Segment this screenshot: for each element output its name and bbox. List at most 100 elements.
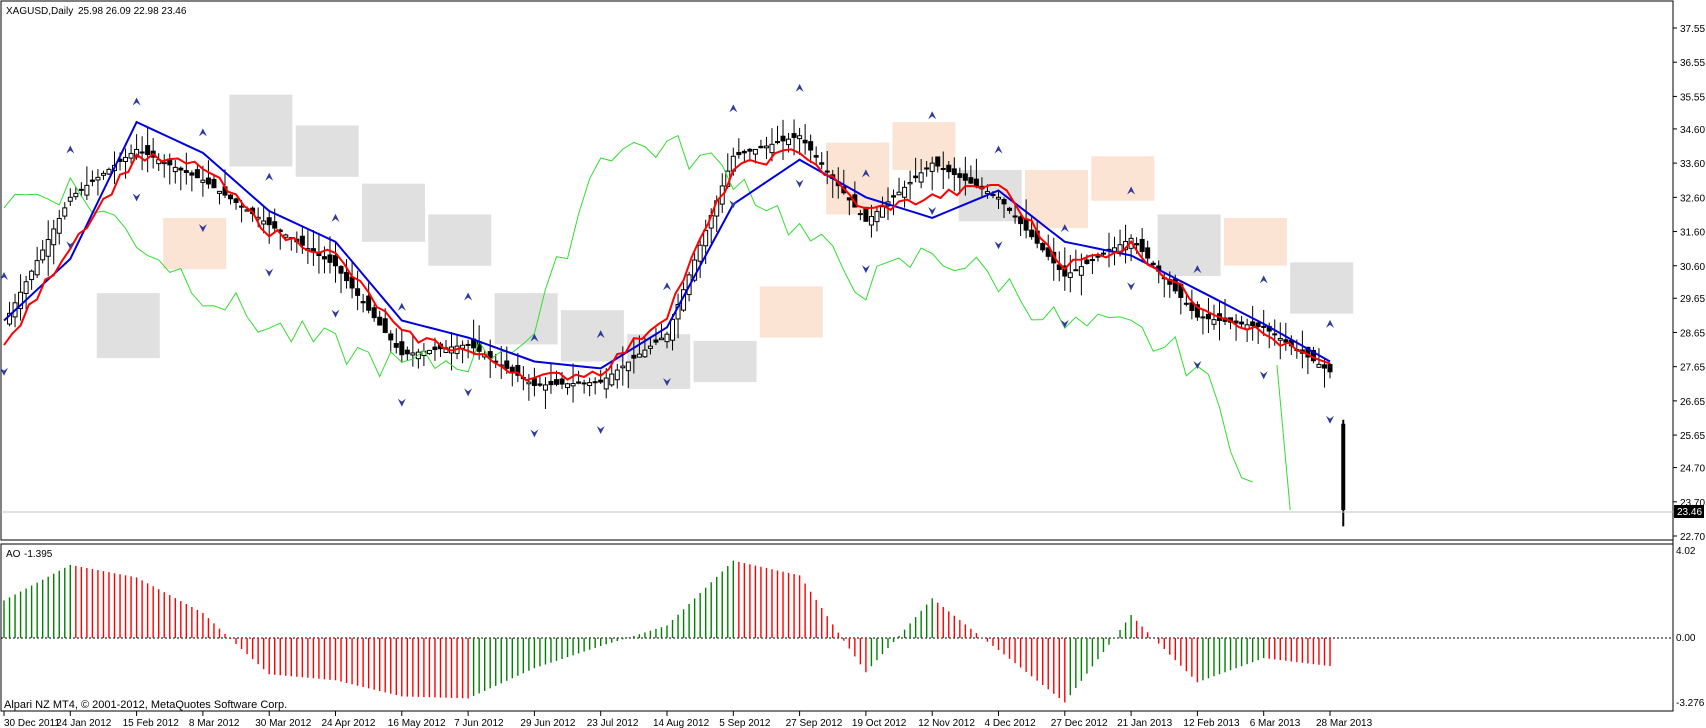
ao-value-label: -1.395: [24, 549, 53, 560]
candle-body: [576, 381, 582, 384]
candle-body: [161, 161, 167, 165]
candle-body: [1056, 264, 1062, 270]
candle-body: [780, 135, 786, 142]
candle-body: [504, 360, 510, 369]
candle-body: [134, 148, 140, 158]
fractal-up: [663, 282, 671, 291]
candle-body: [299, 235, 305, 246]
candle-body: [34, 260, 40, 276]
fractal-down: [1060, 319, 1069, 328]
candle-body: [183, 170, 189, 174]
candle-body: [592, 381, 598, 384]
fractal-up: [1326, 319, 1334, 328]
candle-body: [929, 162, 935, 172]
candle-body: [813, 155, 819, 158]
candle-body: [45, 239, 51, 257]
ao-axis-top: 4.02: [1676, 546, 1696, 557]
candle-body: [791, 133, 797, 138]
price-tick-label: 28.65: [1680, 328, 1705, 339]
time-tick-label: 21 Jan 2013: [1117, 718, 1172, 728]
cloud-segment: [229, 94, 293, 167]
candle-body: [902, 186, 908, 198]
candle-body: [957, 173, 963, 178]
fractal-up: [265, 172, 274, 181]
candle-body: [404, 349, 410, 355]
candle-body: [642, 349, 648, 358]
cloud-segment: [428, 214, 492, 266]
candle-body: [1341, 423, 1346, 511]
cloud-segment: [958, 169, 1022, 222]
price-tick-label: 37.55: [1680, 24, 1705, 35]
candle-body: [266, 217, 272, 226]
fractal-down: [1127, 282, 1136, 291]
candle-body: [1261, 325, 1267, 328]
candle-body: [194, 169, 200, 179]
time-tick-label: 23 Jul 2012: [587, 718, 639, 728]
cloud-segment: [560, 310, 624, 362]
candle-body: [758, 145, 764, 149]
candle-body: [786, 138, 792, 146]
fractal-down: [331, 309, 340, 318]
candle-body: [1150, 262, 1156, 266]
candle-body: [51, 228, 57, 246]
time-tick-label: 16 May 2012: [388, 718, 446, 728]
candle-body: [1084, 259, 1090, 264]
candle-body: [1029, 229, 1035, 238]
candle-body: [128, 152, 134, 159]
price-tick-label: 26.65: [1680, 397, 1705, 408]
candle-body: [178, 167, 184, 171]
cloud-segment: [1157, 214, 1221, 277]
candle-body: [587, 382, 593, 387]
candle-body: [1078, 266, 1084, 276]
candle-body: [1277, 337, 1283, 341]
symbol-label: XAGUSD,Daily: [6, 6, 73, 17]
fractal-up: [530, 333, 539, 342]
candle-body: [377, 316, 383, 326]
candle-body: [360, 301, 366, 304]
time-tick-label: 24 Jan 2012: [56, 718, 111, 728]
fractal-down: [397, 398, 406, 407]
candle-body: [515, 364, 521, 376]
candle-body: [1040, 242, 1046, 251]
candle-body: [333, 255, 338, 267]
time-tick-label: 30 Mar 2012: [255, 718, 312, 728]
candle-body: [40, 249, 46, 261]
candle-body: [261, 220, 267, 225]
candle-body: [321, 256, 327, 260]
candle-body: [388, 333, 394, 341]
candle-body: [968, 177, 974, 184]
fractal-up: [1259, 275, 1268, 284]
tenkan-line: [3, 148, 1331, 382]
candle-body: [741, 150, 747, 154]
candle-body: [984, 191, 990, 195]
candle-body: [636, 353, 642, 358]
kijun-line: [3, 120, 1331, 370]
candle-body: [802, 139, 808, 144]
candle-body: [537, 383, 543, 386]
candle-body: [349, 276, 355, 289]
candle-body: [857, 213, 863, 216]
fractal-down: [464, 388, 473, 397]
fractal-down: [928, 207, 937, 216]
copyright-label: Alpari NZ MT4, © 2001-2012, MetaQuotes S…: [4, 699, 287, 711]
candle-body: [382, 318, 388, 333]
candle-body: [62, 207, 68, 217]
candle-body: [559, 378, 565, 385]
candle-body: [73, 192, 79, 198]
cloud-segment: [826, 142, 890, 215]
candle-body: [548, 380, 554, 386]
candle-body: [1134, 243, 1140, 246]
candle-body: [653, 339, 659, 343]
candle-body: [1189, 302, 1195, 312]
ichimoku-cloud: [96, 94, 1354, 389]
candle-body: [1272, 333, 1278, 336]
price-tick-label: 36.55: [1680, 58, 1705, 69]
price-tick-label: 27.65: [1680, 363, 1705, 374]
candle-body: [1089, 259, 1095, 262]
candle-body: [769, 143, 775, 154]
cloud-segment: [96, 293, 160, 359]
chikou-line: [3, 134, 1253, 483]
candle-body: [658, 337, 664, 341]
candle-body: [1001, 199, 1007, 205]
